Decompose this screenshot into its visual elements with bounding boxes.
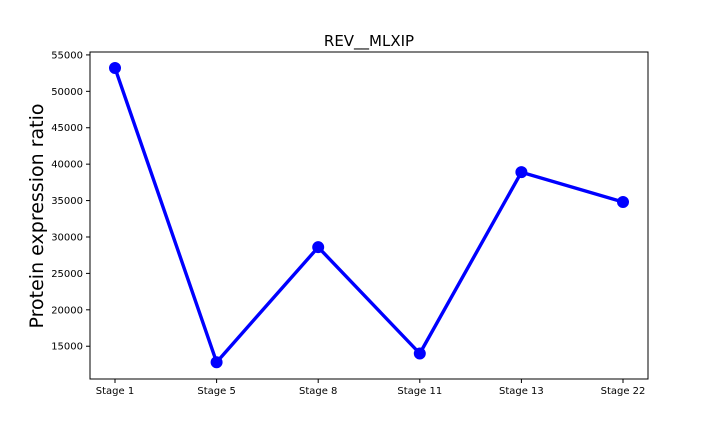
series-line xyxy=(113,67,624,364)
axes-frame xyxy=(89,51,649,380)
x-tick-label: Stage 5 xyxy=(197,386,235,397)
y-tick-label: 30000 xyxy=(51,232,83,243)
x-tick-label: Stage 1 xyxy=(96,386,134,397)
x-tick-label: Stage 22 xyxy=(601,386,646,397)
y-tick-label: 40000 xyxy=(51,160,83,171)
y-axis-label: Protein expression ratio xyxy=(26,104,48,329)
x-tick-label: Stage 11 xyxy=(397,386,442,397)
y-tick-label: 55000 xyxy=(51,50,83,61)
data-point xyxy=(617,196,629,209)
data-point xyxy=(210,356,223,369)
y-tick-label: 25000 xyxy=(51,269,83,280)
data-point xyxy=(413,347,426,360)
chart-title: REV__MLXIP xyxy=(324,32,414,51)
plot-area: 15000 20000 25000 30000 35000 40000 45000 50000… xyxy=(51,50,649,397)
x-tick-label: Stage 8 xyxy=(299,386,337,397)
x-tick-label: Stage 13 xyxy=(499,386,544,397)
y-tick-label: 35000 xyxy=(51,196,83,207)
y-tick-label: 20000 xyxy=(51,305,83,316)
y-tick-label: 45000 xyxy=(51,123,83,134)
data-point xyxy=(515,166,528,179)
y-tick-label: 50000 xyxy=(51,87,83,98)
data-point xyxy=(109,62,121,75)
y-tick-label: 15000 xyxy=(51,342,83,353)
data-point xyxy=(312,241,325,254)
